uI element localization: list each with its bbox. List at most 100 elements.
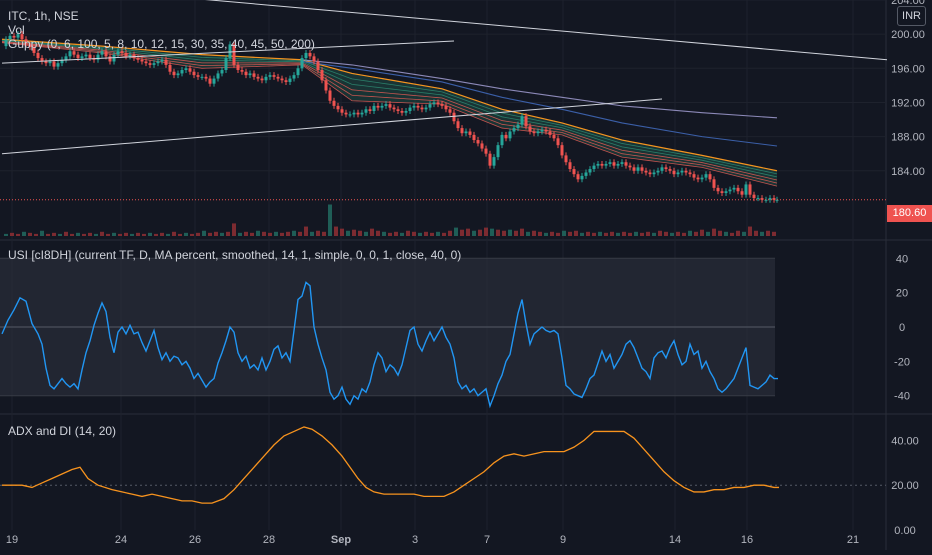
volume-bar <box>148 232 152 236</box>
candle-body <box>540 129 544 132</box>
volume-bar <box>712 228 716 236</box>
candle-body <box>264 76 268 81</box>
usi-tick-label: -20 <box>894 356 910 368</box>
candle-body <box>228 44 232 59</box>
candle-body <box>8 35 12 40</box>
price-tick-label: 204.00 <box>891 0 925 7</box>
candle-body <box>636 167 640 171</box>
volume-bar <box>688 230 692 236</box>
candle-body <box>604 163 608 166</box>
guppy-ema-line <box>1 39 778 175</box>
volume-bar <box>748 226 752 236</box>
volume-bar <box>52 232 56 236</box>
volume-bar <box>598 231 602 236</box>
candle-body <box>348 114 352 116</box>
volume-bar <box>520 228 524 236</box>
candle-body <box>72 51 76 55</box>
x-tick-label: 14 <box>669 534 681 546</box>
volume-bar <box>526 231 530 236</box>
volume-bar <box>40 230 44 236</box>
volume-bar <box>454 227 458 236</box>
volume-bar <box>94 233 98 236</box>
volume-bar <box>436 231 440 236</box>
candle-body <box>592 165 596 170</box>
volume-bar <box>160 232 164 236</box>
volume-bar <box>742 231 746 236</box>
adx-label[interactable]: ADX and DI (14, 20) <box>8 424 117 438</box>
candle-body <box>528 126 532 132</box>
volume-bar <box>550 231 554 236</box>
volume-bar <box>388 232 392 236</box>
volume-bar <box>202 230 206 236</box>
candle-body <box>504 134 508 139</box>
candle-body <box>680 170 684 173</box>
volume-bar <box>592 232 596 236</box>
candle-body <box>108 56 112 62</box>
volume-bar <box>346 230 350 236</box>
volume-bar <box>112 232 116 236</box>
candle-body <box>336 105 340 110</box>
candle-body <box>480 143 484 149</box>
currency-badge[interactable]: INR <box>897 6 926 26</box>
candle-body <box>704 174 708 178</box>
candle-body <box>76 54 80 59</box>
candle-body <box>404 111 408 113</box>
volume-bar <box>286 231 290 236</box>
volume-bar <box>298 231 302 236</box>
volume-bar <box>424 231 428 236</box>
candle-body <box>220 70 224 74</box>
candle-body <box>644 170 648 173</box>
candle-body <box>84 54 88 57</box>
x-tick-label: 24 <box>115 534 127 546</box>
candle-body <box>48 61 52 64</box>
candle-body <box>212 78 216 84</box>
candle-body <box>752 194 756 199</box>
usi-tick-label: 0 <box>899 322 905 334</box>
volume-bar <box>676 231 680 236</box>
volume-bar <box>586 231 590 236</box>
volume-bar <box>316 230 320 236</box>
volume-bar <box>76 232 80 236</box>
volume-bar <box>760 231 764 236</box>
candle-body <box>576 174 580 180</box>
candle-body <box>736 187 740 192</box>
volume-bar <box>208 232 212 236</box>
candle-body <box>316 61 320 71</box>
volume-bar <box>310 231 314 236</box>
volume-bar <box>340 228 344 236</box>
candle-body <box>676 172 680 175</box>
volume-bar <box>754 230 758 236</box>
candle-body <box>400 111 404 113</box>
guppy-label[interactable]: Guppy (0, 6, 100, 5, 8, 10, 12, 15, 30, … <box>8 37 315 51</box>
volume-bar <box>82 233 86 236</box>
volume-bar <box>460 229 464 236</box>
volume-label[interactable]: Vol <box>8 23 25 37</box>
candle-body <box>152 63 156 65</box>
candle-body <box>240 70 244 72</box>
volume-bar <box>58 233 62 236</box>
x-tick-label: Sep <box>331 534 351 546</box>
candle-body <box>656 170 660 173</box>
volume-bar <box>400 232 404 236</box>
candle-body <box>272 75 276 77</box>
x-tick-label: 7 <box>484 534 490 546</box>
candle-body <box>180 70 184 74</box>
usi-label[interactable]: USI [cI8DH] (current TF, D, MA percent, … <box>8 248 462 262</box>
candle-body <box>612 162 616 166</box>
candle-body <box>236 64 240 71</box>
candle-body <box>720 191 724 193</box>
volume-bar <box>250 232 254 236</box>
symbol-title[interactable]: ITC, 1h, NSE <box>8 9 79 23</box>
candle-body <box>36 52 40 59</box>
usi-tick-label: 20 <box>896 288 908 300</box>
trendline-1 <box>204 0 888 61</box>
volume-bar <box>334 226 338 236</box>
candle-body <box>252 73 256 77</box>
candle-body <box>760 198 764 200</box>
volume-bar <box>268 232 272 236</box>
guppy-ema-line <box>1 40 778 178</box>
candle-body <box>120 51 124 53</box>
candle-body <box>384 104 388 106</box>
candle-body <box>552 134 556 139</box>
